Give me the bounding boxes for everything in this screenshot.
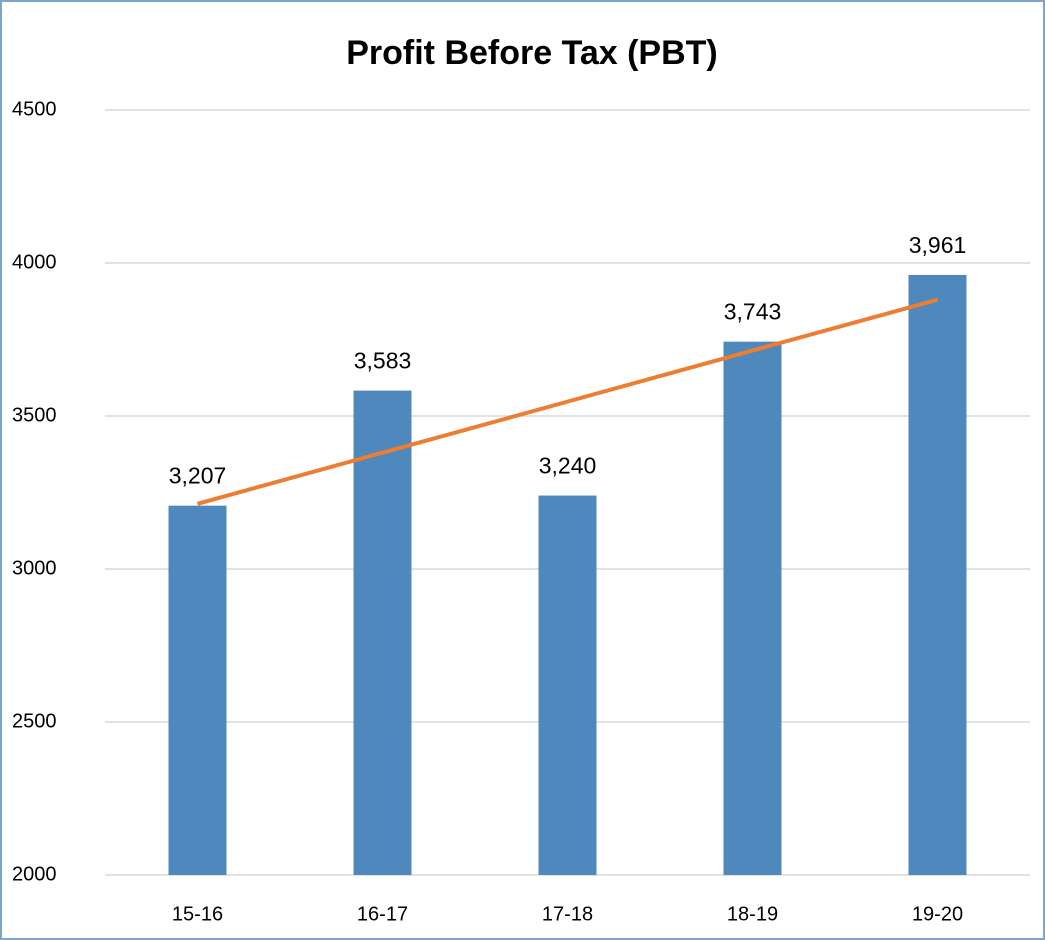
x-tick-label: 15-16 — [172, 903, 223, 925]
x-tick-label: 19-20 — [912, 903, 963, 925]
trendline — [196, 297, 939, 506]
value-label: 3,961 — [909, 232, 967, 258]
x-tick-label: 18-19 — [727, 903, 778, 925]
value-label: 3,207 — [169, 463, 227, 489]
bar — [723, 341, 782, 876]
y-tick-label: 2000 — [12, 863, 57, 885]
chart-title: Profit Before Tax (PBT) — [346, 34, 718, 72]
bar — [538, 495, 597, 875]
x-tick-label: 17-18 — [542, 903, 593, 925]
value-label: 3,583 — [354, 348, 412, 374]
x-tick-label: 16-17 — [357, 903, 408, 925]
bar — [908, 274, 967, 876]
y-tick-label: 4000 — [12, 251, 57, 273]
y-tick-label: 3000 — [12, 557, 57, 579]
value-label: 3,240 — [539, 453, 597, 479]
bar — [353, 390, 412, 875]
y-tick-label: 4500 — [12, 98, 57, 120]
value-label: 3,743 — [724, 299, 782, 325]
y-tick-label: 3500 — [12, 404, 57, 426]
bar — [168, 505, 227, 875]
y-tick-label: 2500 — [12, 710, 57, 732]
